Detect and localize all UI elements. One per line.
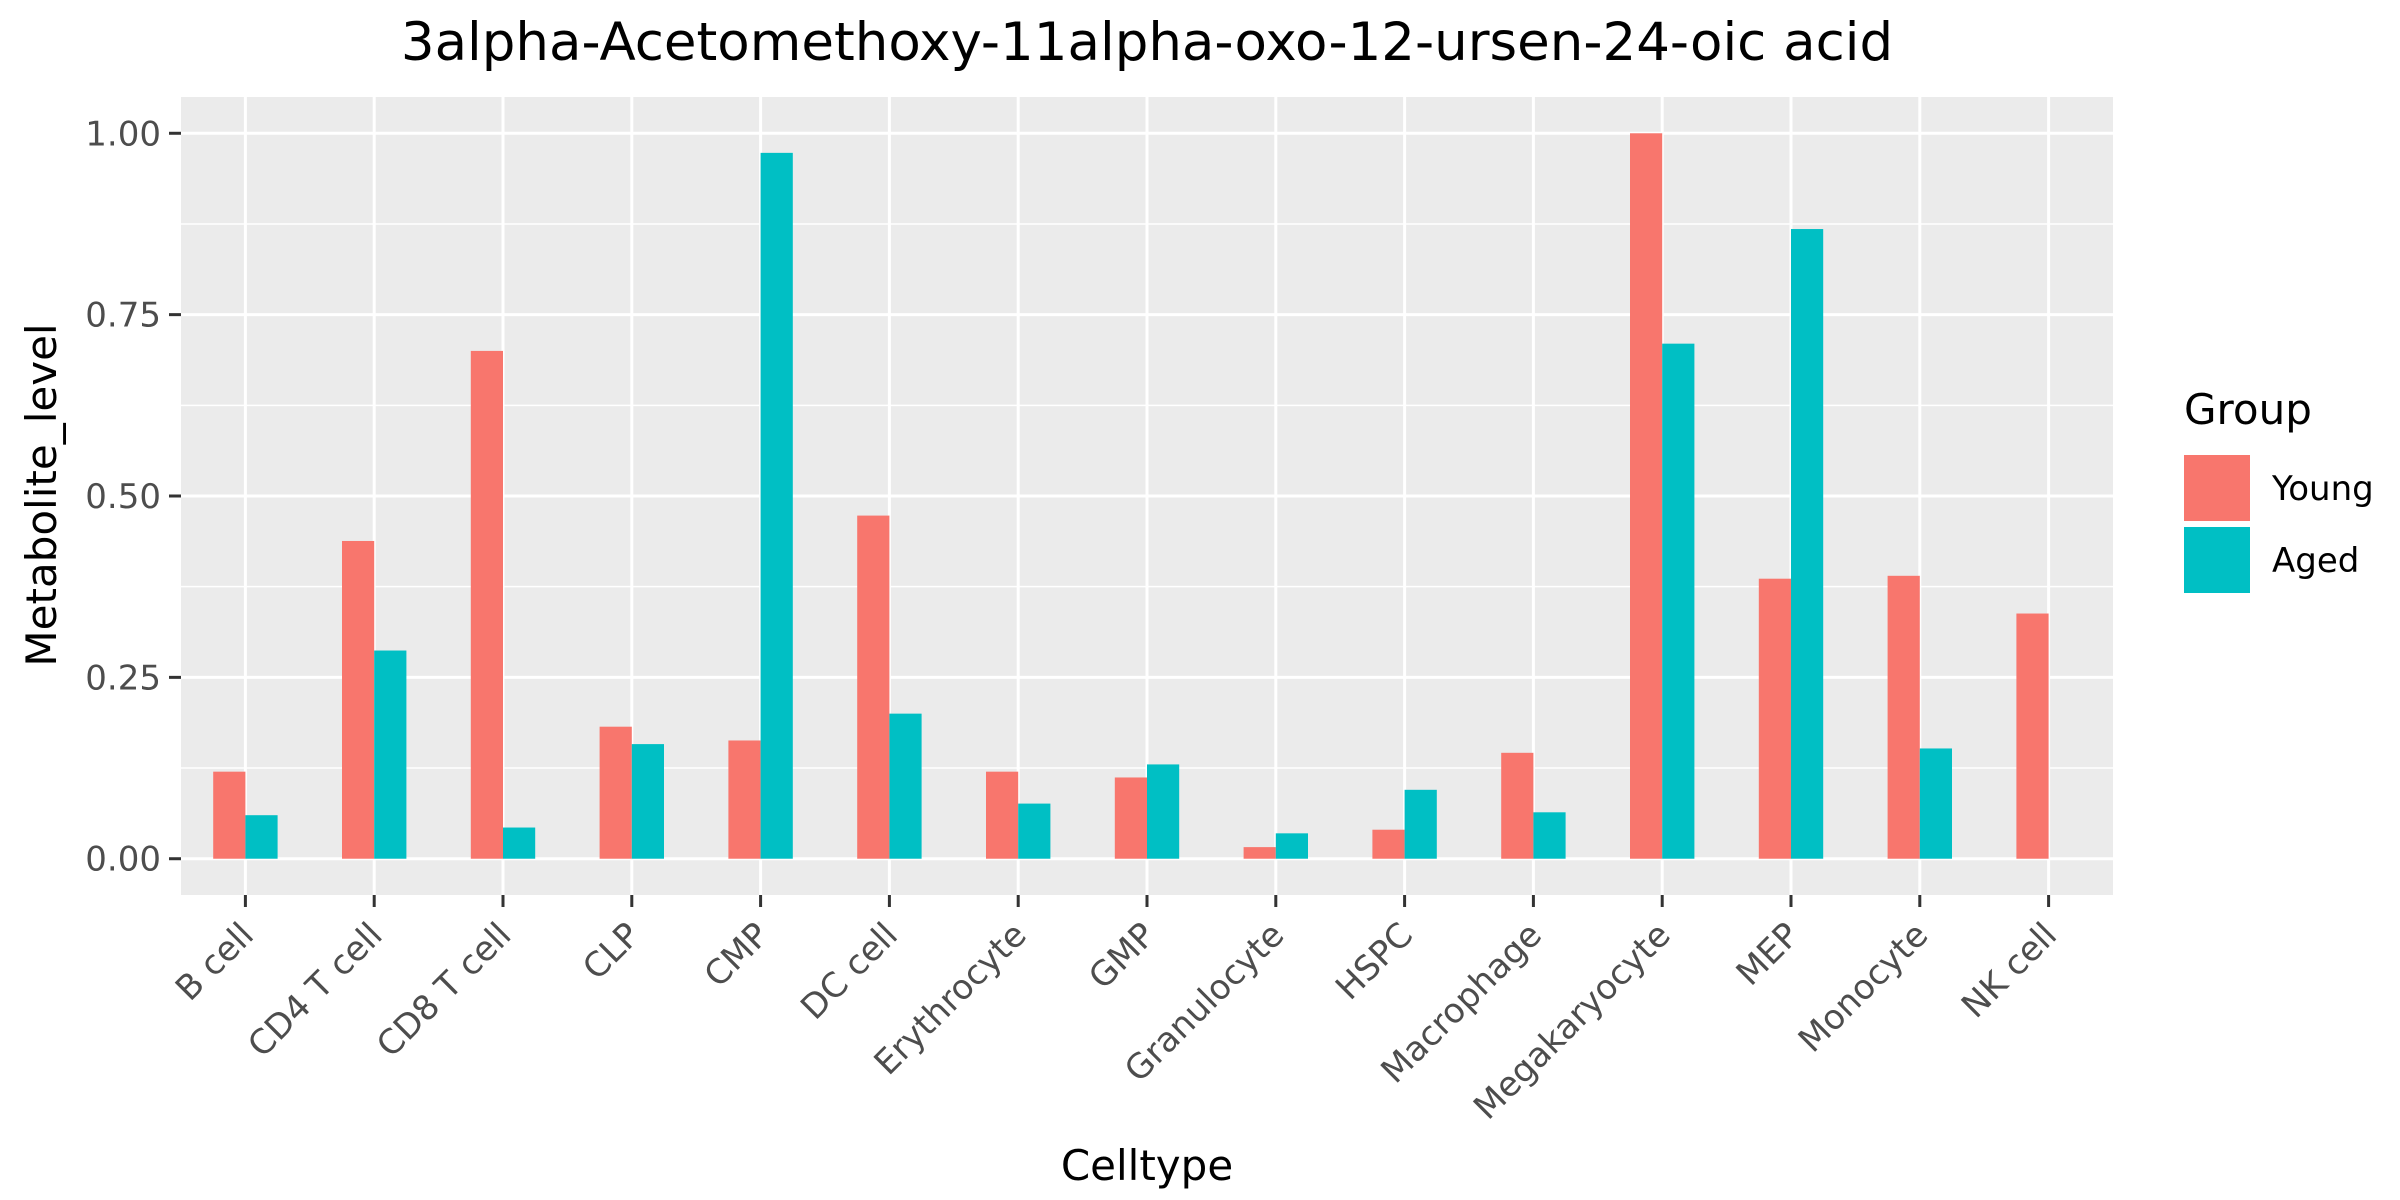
x-tick-label: MEP [1729,915,1808,994]
y-tick-label: 0.25 [85,658,161,698]
x-tick-label: DC cell [793,915,906,1028]
y-tick-label: 1.00 [85,114,161,154]
legend-label: Aged [2272,541,2359,581]
bar-aged [374,650,407,859]
bar-young [470,350,503,859]
y-axis-title: Metabolite_level [17,323,66,666]
bars [213,133,2049,859]
x-tick-label: CD8 T cell [369,915,519,1065]
y-tick-label: 0.75 [85,296,161,336]
bar-aged [1919,748,1952,859]
bar-aged [1404,789,1437,859]
x-tick-label: CD4 T cell [240,915,390,1065]
x-tick-label: GMP [1081,915,1163,997]
bar-aged [245,815,278,859]
bar-young [1372,829,1405,859]
legend-key-young [2184,455,2250,521]
x-tick-label: HSPC [1328,915,1421,1008]
x-axis-title: Celltype [1061,1141,1233,1190]
bar-young [342,540,375,859]
bar-aged [1662,343,1695,859]
x-tick-label: CLP [575,915,648,988]
bar-aged [760,152,793,859]
bar-aged [1018,803,1051,859]
legend-key-aged [2184,527,2250,593]
legend-title: Group [2184,385,2312,434]
bar-young [728,740,761,859]
x-tick-label: B cell [168,915,262,1009]
bar-aged [631,744,664,859]
y-tick-label: 0.50 [85,477,161,517]
bar-young [1243,847,1276,859]
bar-young [2016,613,2049,859]
bar-aged [503,827,536,859]
y-axis: 0.00 0.25 0.50 0.75 1.00 [85,114,181,880]
bar-young [1501,752,1534,859]
bar-young [213,771,246,859]
bar-aged [1147,764,1180,859]
x-tick-label: Monocyte [1791,915,1936,1060]
bar-young [1114,777,1147,859]
bar-young [599,726,632,859]
bar-aged [889,713,922,859]
legend-label: Young [2271,469,2374,509]
x-tick-label: NK cell [1954,915,2065,1026]
bar-young [1758,578,1791,859]
bar-young [1887,575,1920,859]
bar-young [986,771,1019,859]
bar-aged [1275,833,1308,859]
bar-aged [1533,812,1566,859]
chart-title: 3alpha-Acetomethoxy-11alpha-oxo-12-ursen… [401,12,1893,73]
bar-young [1630,133,1663,859]
y-tick-label: 0.00 [85,840,161,880]
legend: Group Young Aged [2184,385,2374,593]
x-tick-label: CMP [697,915,777,995]
bar-young [857,515,890,859]
bar-aged [1791,229,1824,859]
